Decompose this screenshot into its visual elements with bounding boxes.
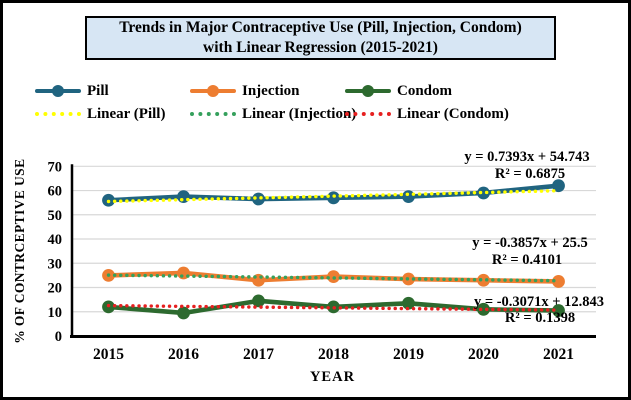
legend-label-linear-injection: Linear (Injection): [242, 105, 357, 122]
y-tick-label: 20: [48, 281, 63, 297]
injection-r-squared: R² = 0.4101: [492, 252, 562, 268]
x-tick-label: 2016: [168, 346, 199, 363]
pill-r-squared: R² = 0.6875: [495, 166, 565, 182]
legend-label-pill: Pill: [87, 82, 109, 99]
pill-data-point: [402, 190, 415, 204]
y-tick-label: 30: [48, 256, 63, 272]
legend-item-injection: Injection: [190, 81, 300, 101]
y-tick-label: 60: [48, 184, 63, 200]
condom-data-point: [177, 306, 190, 320]
x-tick-label: 2015: [93, 346, 124, 363]
legend-row-trendlines: Linear (Pill) Linear (Injection) Linear …: [3, 104, 628, 124]
injection-data-point: [552, 275, 565, 288]
legend-label-condom: Condom: [397, 82, 453, 99]
injection-data-point: [477, 273, 490, 287]
condom-data-point: [552, 304, 565, 317]
pill-data-point: [252, 192, 265, 206]
chart-title: Trends in Major Contraceptive Use (Pill,…: [85, 16, 556, 60]
pill-line-swatch: [35, 84, 81, 98]
condom-data-point: [402, 296, 415, 310]
legend-item-linear-condom: Linear (Condom): [345, 104, 509, 124]
pill-data-point: [552, 179, 565, 193]
x-tick-label: 2017: [243, 346, 274, 363]
x-tick-label: 2020: [468, 346, 499, 363]
line-chart-plot-area: 0 10 20 30 40 50 60 70 % OF CONTRCEPTIVE USE 2015…: [12, 149, 604, 385]
injection-line-swatch: [190, 84, 236, 98]
pill-data-point: [327, 191, 340, 205]
condom-regression-equation: y = -0.3071x + 12.843: [474, 294, 604, 310]
x-axis-title: YEAR: [310, 369, 355, 385]
legend-label-linear-condom: Linear (Condom): [397, 105, 509, 122]
legend-item-condom: Condom: [345, 81, 452, 101]
x-tick-label: 2019: [393, 346, 424, 363]
y-tick-label: 40: [48, 232, 63, 248]
linear-condom-trendline: [106, 303, 561, 312]
pill-regression-equation: y = 0.7393x + 54.743: [464, 149, 589, 165]
x-tick-label: 2021: [543, 346, 574, 363]
condom-r-squared: R² = 0.1398: [505, 310, 575, 326]
legend-item-linear-injection: Linear (Injection): [190, 104, 356, 124]
legend-item-pill: Pill: [35, 81, 109, 101]
condom-line-swatch: [345, 84, 391, 98]
legend-row-series: Pill Injection Condom: [3, 81, 628, 101]
y-tick-label: 10: [48, 305, 63, 321]
legend-label-injection: Injection: [242, 82, 300, 99]
chart-title-line1: Trends in Major Contraceptive Use (Pill,…: [119, 19, 522, 36]
chart-title-line2: with Linear Regression (2015-2021): [203, 39, 438, 56]
pill-data-point: [477, 186, 490, 200]
y-tick-label: 70: [48, 159, 63, 175]
linear-injection-dotted-swatch: [190, 112, 236, 116]
linear-pill-dotted-swatch: [35, 112, 81, 116]
condom-data-point: [252, 294, 265, 308]
x-tick-label: 2018: [318, 346, 349, 363]
linear-condom-dotted-swatch: [345, 112, 391, 116]
linear-injection-trendline: [106, 273, 561, 283]
y-tick-label: 50: [48, 208, 63, 224]
y-axis-title: % OF CONTRCEPTIVE USE: [12, 158, 27, 343]
injection-regression-equation: y = -0.3857x + 25.5: [472, 235, 588, 251]
legend-item-linear-pill: Linear (Pill): [35, 104, 165, 124]
y-tick-label: 0: [55, 329, 62, 345]
legend-label-linear-pill: Linear (Pill): [87, 105, 166, 122]
condom-data-point: [477, 302, 490, 316]
linear-pill-trendline: [106, 189, 561, 204]
